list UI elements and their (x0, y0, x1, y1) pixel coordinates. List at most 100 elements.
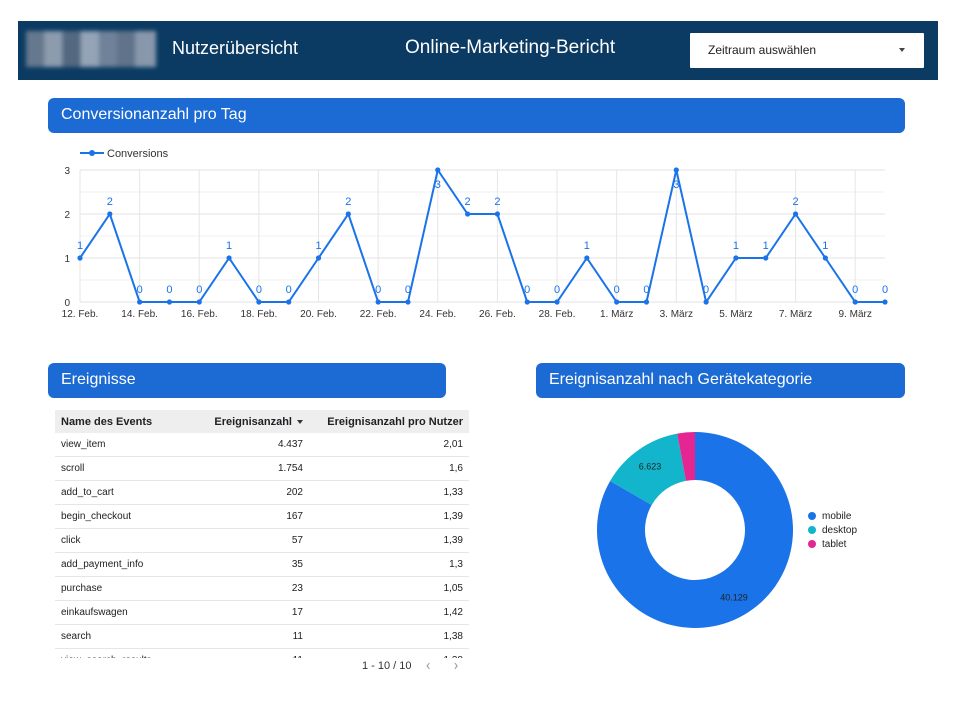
table-row[interactable]: view_item 4.437 2,01 (55, 433, 469, 457)
data-label: 1 (733, 240, 739, 252)
legend-item-tablet[interactable]: tablet (808, 537, 857, 551)
event-name-cell: click (55, 528, 187, 553)
page-title: Nutzerübersicht (172, 38, 299, 58)
data-label: 0 (643, 284, 649, 296)
table-row[interactable]: purchase 23 1,05 (55, 576, 469, 601)
legend-swatch (808, 540, 816, 548)
data-point (643, 299, 650, 305)
events-per-user-cell: 1,39 (309, 504, 469, 529)
conversions-line-chart: Conversions 0 1 2 3 12. Feb. 14. Feb. 16. Feb. 1… (62, 148, 888, 320)
event-count-cell: 167 (187, 504, 309, 529)
data-label: 2 (465, 196, 471, 208)
table-row[interactable]: view_search_results111,38 (55, 648, 469, 658)
sort-desc-icon (297, 419, 303, 424)
device-legend: mobile desktop tablet (808, 509, 857, 551)
data-label: 2 (107, 196, 113, 208)
table-row[interactable]: click 57 1,39 (55, 528, 469, 553)
data-point (107, 211, 113, 217)
table-pagination: 1 - 10 / 10 (362, 660, 412, 672)
table-row[interactable]: add_payment_info 35 1,3 (55, 552, 469, 577)
legend-label: tablet (822, 538, 847, 550)
event-count-cell: 1.754 (187, 456, 309, 481)
x-tick-label: 22. Feb. (360, 309, 397, 320)
table-row[interactable]: begin_checkout 167 1,39 (55, 504, 469, 529)
events-title: Ereignisse (61, 371, 136, 388)
event-name-cell: search (55, 624, 187, 649)
data-point (196, 299, 202, 305)
data-point (345, 211, 351, 217)
data-label: 0 (554, 284, 560, 296)
data-label: 0 (852, 284, 858, 296)
events-per-user-cell: 1,39 (309, 528, 469, 553)
x-tick-label: 5. März (719, 309, 752, 320)
data-label: 1 (822, 240, 828, 252)
event-count-cell: 11 (187, 648, 309, 658)
events-per-user-cell: 1,3 (309, 552, 469, 577)
data-label: 0 (196, 284, 202, 296)
donut-value-label: 6.623 (639, 461, 662, 471)
data-label: 0 (405, 284, 411, 296)
data-label: 0 (166, 284, 172, 296)
y-tick-label: 3 (64, 166, 70, 177)
event-count-cell: 23 (187, 576, 309, 601)
event-name-cell: add_payment_info (55, 552, 187, 577)
column-header-event-count[interactable]: Ereignisanzahl (187, 410, 309, 433)
x-tick-label: 20. Feb. (300, 309, 337, 320)
data-label: 1 (77, 240, 83, 252)
x-tick-label: 26. Feb. (479, 309, 516, 320)
device-title: Ereignisanzahl nach Gerätekategorie (549, 371, 813, 388)
events-section-header: Ereignisse (48, 363, 446, 398)
previous-page-button[interactable]: ‹ (425, 655, 431, 674)
event-name-cell: einkaufswagen (55, 600, 187, 625)
data-point (166, 299, 173, 305)
device-section-header: Ereignisanzahl nach Gerätekategorie (536, 363, 905, 398)
data-point (77, 255, 83, 261)
x-tick-label: 9. März (839, 309, 872, 320)
data-point (315, 255, 322, 261)
table-row[interactable]: search 11 1,38 (55, 624, 469, 649)
data-label: 3 (435, 179, 441, 191)
data-point (494, 211, 501, 217)
data-point (524, 299, 530, 305)
legend-swatch (808, 526, 816, 534)
data-point (226, 255, 232, 261)
legend-swatch (808, 512, 816, 520)
device-donut-chart: 40.129 6.623 (597, 432, 793, 628)
event-name-cell: view_search_results (55, 648, 187, 658)
date-range-dropdown[interactable]: Zeitraum auswählen (690, 33, 924, 68)
event-name-cell: view_item (55, 433, 187, 457)
column-header-event-name[interactable]: Name des Events (55, 410, 187, 433)
x-tick-label: 14. Feb. (121, 309, 158, 320)
x-tick-label: 28. Feb. (539, 309, 576, 320)
column-header-events-per-user[interactable]: Ereignisanzahl pro Nutzer (309, 410, 469, 433)
event-name-cell: begin_checkout (55, 504, 187, 529)
data-point (137, 299, 143, 305)
data-label: 0 (256, 284, 262, 296)
x-tick-label: 1. März (600, 309, 633, 320)
y-tick-label: 0 (64, 298, 70, 309)
events-per-user-cell: 1,38 (309, 648, 469, 658)
data-point (435, 167, 441, 173)
donut-value-label: 40.129 (720, 593, 748, 603)
events-per-user-cell: 1,38 (309, 624, 469, 649)
donut-slice-desktop (610, 433, 686, 505)
data-point (733, 255, 739, 261)
event-count-cell: 4.437 (187, 433, 309, 457)
event-name-cell: add_to_cart (55, 480, 187, 505)
data-label: 3 (673, 179, 679, 191)
events-per-user-cell: 1,42 (309, 600, 469, 625)
data-label: 1 (315, 240, 321, 252)
events-per-user-cell: 1,33 (309, 480, 469, 505)
legend-label: Conversions (107, 148, 169, 160)
table-row[interactable]: scroll 1.754 1,6 (55, 456, 469, 481)
data-label: 0 (286, 284, 292, 296)
table-row[interactable]: add_to_cart 202 1,33 (55, 480, 469, 505)
table-row[interactable]: einkaufswagen 17 1,42 (55, 600, 469, 625)
legend-item-mobile[interactable]: mobile (808, 509, 857, 523)
legend-item-desktop[interactable]: desktop (808, 523, 857, 537)
data-point (792, 211, 799, 217)
next-page-button[interactable]: › (453, 655, 459, 674)
data-label: 1 (584, 240, 590, 252)
event-count-cell: 35 (187, 552, 309, 577)
table-header-row: Name des Events Ereignisanzahl Ereignisa… (55, 410, 469, 433)
